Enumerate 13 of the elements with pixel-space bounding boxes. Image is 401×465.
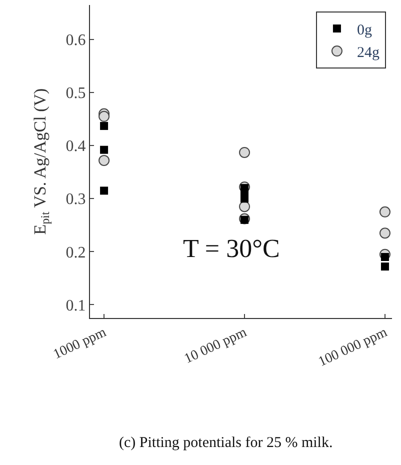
x-tick-label: 1000 ppm (51, 325, 109, 363)
y-tick-label: 0.3 (66, 191, 86, 208)
y-tick-label: 0.5 (66, 85, 86, 102)
y-tick-label: 0.6 (66, 32, 86, 50)
x-tick-label: 100 000 ppm (316, 325, 390, 370)
text: (c) Pitting potentials for 25 % milk. (119, 435, 333, 451)
annotation: T = 30°C (183, 234, 280, 263)
x-tick-label: 10 000 ppm (182, 325, 250, 368)
y-tick-label: 0.2 (66, 244, 86, 262)
y-tick-label: 0.1 (66, 297, 86, 314)
y-tick-label: 0.4 (66, 138, 86, 156)
legend-label: 24g (356, 44, 380, 61)
legend-label: 0g (356, 22, 372, 38)
